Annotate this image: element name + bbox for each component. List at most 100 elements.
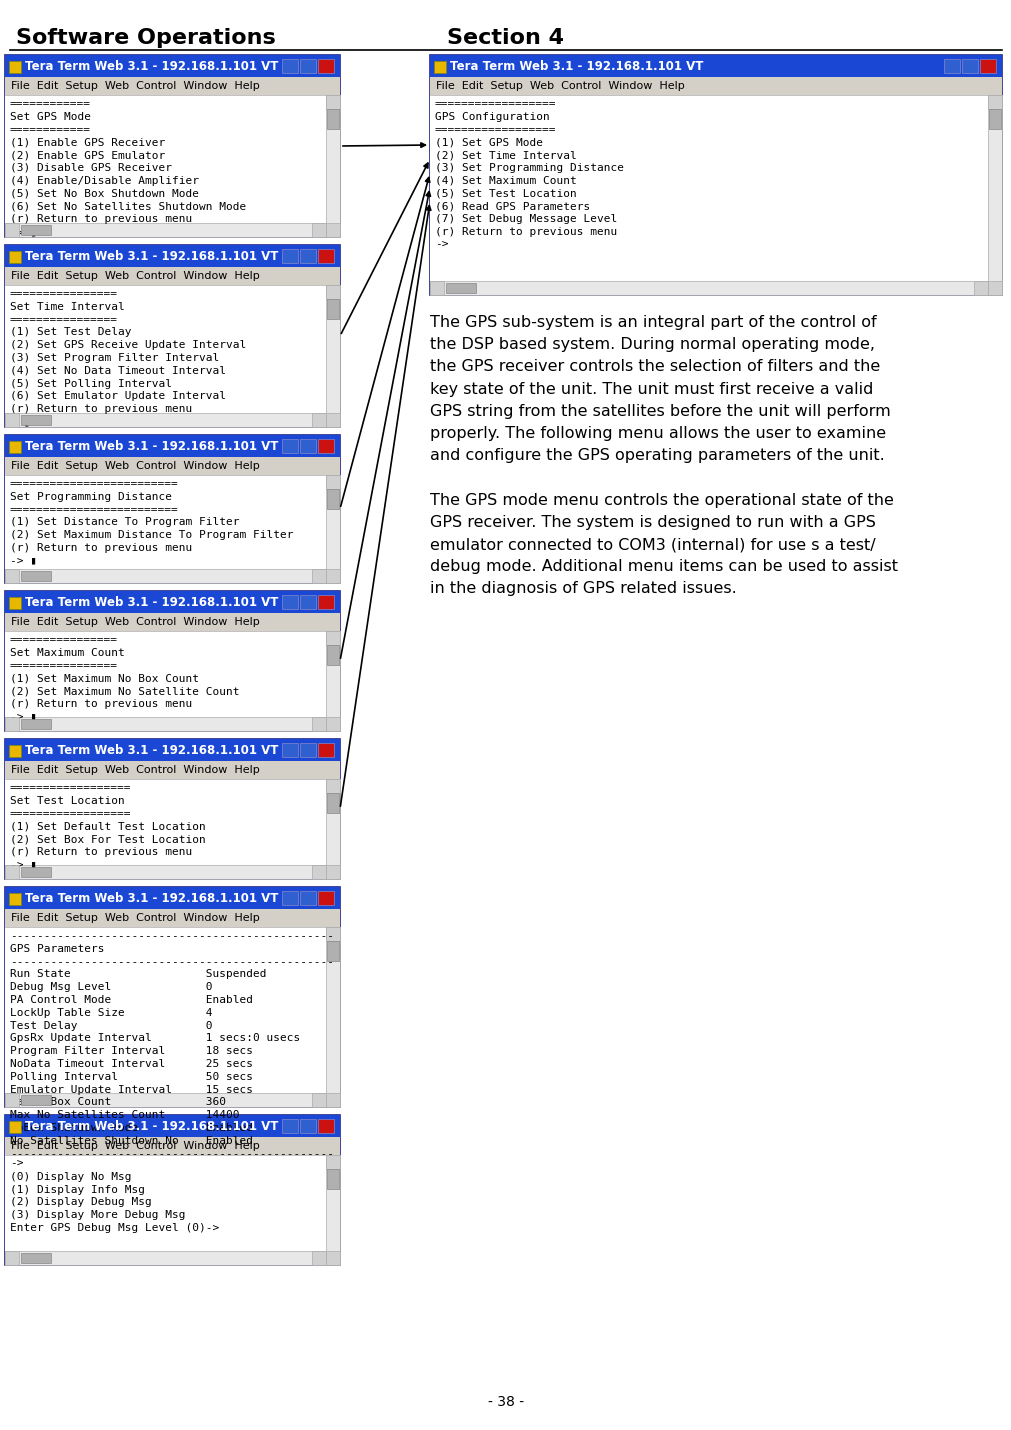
Bar	[317, 249, 334, 263]
Bar	[430, 54, 1001, 77]
Bar	[5, 887, 340, 909]
Bar	[5, 569, 326, 583]
Bar	[326, 94, 340, 237]
Bar	[299, 439, 315, 453]
Text: File  Edit  Setup  Web  Control  Window  Help: File Edit Setup Web Control Window Help	[11, 82, 260, 92]
Bar	[5, 1115, 340, 1266]
Bar	[5, 1251, 326, 1266]
Bar	[282, 744, 297, 756]
Bar	[311, 1251, 326, 1266]
Bar	[9, 440, 21, 453]
Bar	[311, 569, 326, 583]
Text: The GPS sub-system is an integral part of the control of
the DSP based system. D: The GPS sub-system is an integral part o…	[430, 315, 897, 596]
Bar	[987, 282, 1001, 295]
Text: Tera Term Web 3.1 - 192.168.1.101 VT: Tera Term Web 3.1 - 192.168.1.101 VT	[25, 595, 278, 609]
Bar	[21, 867, 51, 877]
Bar	[446, 283, 475, 293]
Bar	[5, 761, 340, 779]
Bar	[973, 282, 987, 295]
Bar	[5, 413, 326, 428]
Bar	[9, 596, 21, 609]
Text: Tera Term Web 3.1 - 192.168.1.101 VT: Tera Term Web 3.1 - 192.168.1.101 VT	[450, 60, 703, 73]
Bar	[5, 569, 19, 583]
Bar	[326, 1093, 340, 1107]
Bar	[317, 891, 334, 905]
Bar	[311, 1093, 326, 1107]
Bar	[5, 631, 326, 731]
Bar	[961, 59, 977, 73]
Bar	[430, 54, 1001, 295]
Text: File  Edit  Setup  Web  Control  Window  Help: File Edit Setup Web Control Window Help	[11, 616, 260, 626]
Bar	[317, 744, 334, 756]
Bar	[5, 1093, 326, 1107]
Bar	[317, 59, 334, 73]
Bar	[5, 1251, 19, 1266]
Bar	[5, 77, 340, 94]
Bar	[21, 571, 51, 581]
Bar	[299, 744, 315, 756]
Bar	[987, 94, 1001, 295]
Bar	[317, 439, 334, 453]
Bar	[430, 94, 987, 295]
Bar	[21, 225, 51, 235]
Text: File  Edit  Setup  Web  Control  Window  Help: File Edit Setup Web Control Window Help	[436, 82, 684, 92]
Bar	[326, 94, 340, 109]
Bar	[326, 223, 340, 237]
Bar	[943, 59, 959, 73]
Bar	[5, 435, 340, 583]
Text: ================
Set Time Interval
================
(1) Set Test Delay
(2) Set G: ================ Set Time Interval =====…	[10, 289, 246, 428]
Bar	[5, 716, 326, 731]
Bar	[326, 631, 340, 731]
Text: File  Edit  Setup  Web  Control  Window  Help: File Edit Setup Web Control Window Help	[11, 765, 260, 775]
Bar	[21, 719, 51, 729]
Bar	[5, 458, 340, 475]
Bar	[21, 1095, 51, 1105]
Bar	[299, 891, 315, 905]
Bar	[434, 61, 446, 73]
Bar	[5, 739, 340, 879]
Text: Section 4: Section 4	[447, 29, 564, 49]
Text: Tera Term Web 3.1 - 192.168.1.101 VT: Tera Term Web 3.1 - 192.168.1.101 VT	[25, 744, 278, 756]
Bar	[326, 475, 340, 583]
Bar	[5, 245, 340, 267]
Bar	[5, 716, 19, 731]
Bar	[5, 475, 326, 583]
Bar	[5, 413, 19, 428]
Bar	[326, 865, 340, 879]
Bar	[282, 595, 297, 609]
Bar	[327, 794, 339, 814]
Bar	[9, 61, 21, 73]
Bar	[5, 591, 340, 613]
Bar	[430, 282, 444, 295]
Bar	[5, 887, 340, 1107]
Bar	[5, 927, 326, 1107]
Bar	[9, 745, 21, 756]
Bar	[430, 282, 987, 295]
Bar	[9, 1121, 21, 1133]
Bar	[311, 223, 326, 237]
Bar	[299, 1120, 315, 1133]
Text: File  Edit  Setup  Web  Control  Window  Help: File Edit Setup Web Control Window Help	[11, 460, 260, 470]
Bar	[326, 475, 340, 489]
Bar	[282, 59, 297, 73]
Bar	[327, 489, 339, 509]
Bar	[299, 59, 315, 73]
Bar	[326, 779, 340, 794]
Bar	[21, 415, 51, 425]
Bar	[5, 1115, 340, 1137]
Bar	[326, 1251, 340, 1266]
Bar	[9, 252, 21, 263]
Bar	[299, 249, 315, 263]
Bar	[5, 1155, 326, 1266]
Bar	[282, 891, 297, 905]
Bar	[326, 779, 340, 879]
Bar	[5, 435, 340, 458]
Bar	[5, 285, 326, 428]
Bar	[5, 865, 19, 879]
Bar	[326, 716, 340, 731]
Bar	[326, 569, 340, 583]
Bar	[326, 1155, 340, 1266]
Bar	[311, 716, 326, 731]
Text: - 38 -: - 38 -	[487, 1396, 524, 1409]
Text: Tera Term Web 3.1 - 192.168.1.101 VT: Tera Term Web 3.1 - 192.168.1.101 VT	[25, 249, 278, 263]
